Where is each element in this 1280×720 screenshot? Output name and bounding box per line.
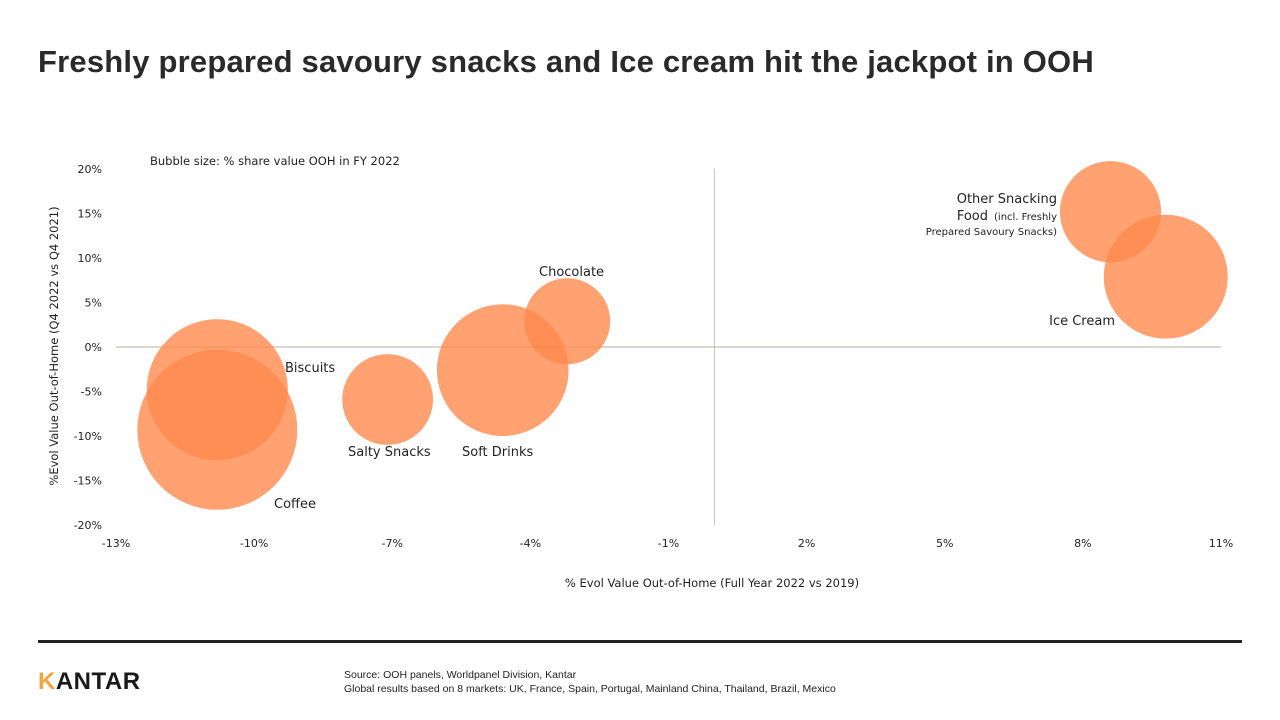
chart-axes: -13% -10% -7% -4% -1% 2% 5% 8% 11% 20% 15% 10% 5% 0% -… [74,163,1234,550]
y-tick-label: 10% [78,252,102,265]
x-tick-label: -13% [102,537,130,550]
chart-bubbles [137,161,1228,510]
bubble-size-note: Bubble size: % share value OOH in FY 202… [150,154,400,168]
bubble-other-snacking-food [1059,161,1162,263]
label-ice-cream: Ice Cream [1049,314,1115,329]
x-tick-label: 8% [1074,537,1091,550]
logo-rest: ANTAR [55,668,141,695]
kantar-logo: KANTAR [38,668,141,696]
label-other-snacking-food: Food [957,209,988,224]
label-other-snacking-line3: Prepared Savoury Snacks) [926,227,1057,238]
y-tick-label: -10% [74,430,102,443]
label-salty-snacks: Salty Snacks [348,445,431,460]
y-tick-label: -5% [81,386,102,399]
footer-divider [38,640,1242,643]
x-tick-label: 11% [1209,537,1233,550]
label-other-snacking-incl: (incl. Freshly [994,212,1057,223]
x-axis-title: % Evol Value Out-of-Home (Full Year 2022… [565,576,859,590]
label-soft-drinks: Soft Drinks [462,445,534,460]
chart-labels: Bubble size: % share value OOH in FY 202… [47,154,1115,590]
y-tick-label: -20% [74,519,102,532]
source-line-1: Source: OOH panels, Worldpanel Division,… [344,669,577,681]
label-other-snacking-line2: Food (incl. Freshly [957,209,1057,224]
bubble-biscuits [146,319,288,461]
y-tick-label: 20% [78,163,102,176]
x-tick-label: -1% [658,537,679,550]
label-biscuits: Biscuits [285,361,335,376]
x-tick-label: -10% [240,537,268,550]
bubble-salty-snacks [342,354,434,445]
y-tick-label: 0% [85,341,102,354]
logo-accent-letter: K [38,668,56,695]
y-tick-label: -15% [74,475,102,488]
source-note: Source: OOH panels, Worldpanel Division,… [344,668,836,696]
y-axis-title: %Evol Value Out-of-Home (Q4 2022 vs Q4 2… [47,206,61,485]
y-tick-label: 5% [85,297,102,310]
label-chocolate: Chocolate [539,265,604,280]
source-line-2: Global results based on 8 markets: UK, F… [344,683,836,695]
bubble-chart: -13% -10% -7% -4% -1% 2% 5% 8% 11% 20% 15% 10% 5% 0% -… [47,154,1234,590]
bubble-chocolate [524,278,611,365]
label-other-snacking-line1: Other Snacking [957,192,1057,207]
x-tick-label: -4% [520,537,541,550]
page-title: Freshly prepared savoury snacks and Ice … [38,44,1094,79]
x-tick-label: 2% [798,537,815,550]
x-tick-label: -7% [382,537,403,550]
label-coffee: Coffee [274,497,316,512]
x-tick-label: 5% [936,537,953,550]
y-tick-label: 15% [78,208,102,221]
